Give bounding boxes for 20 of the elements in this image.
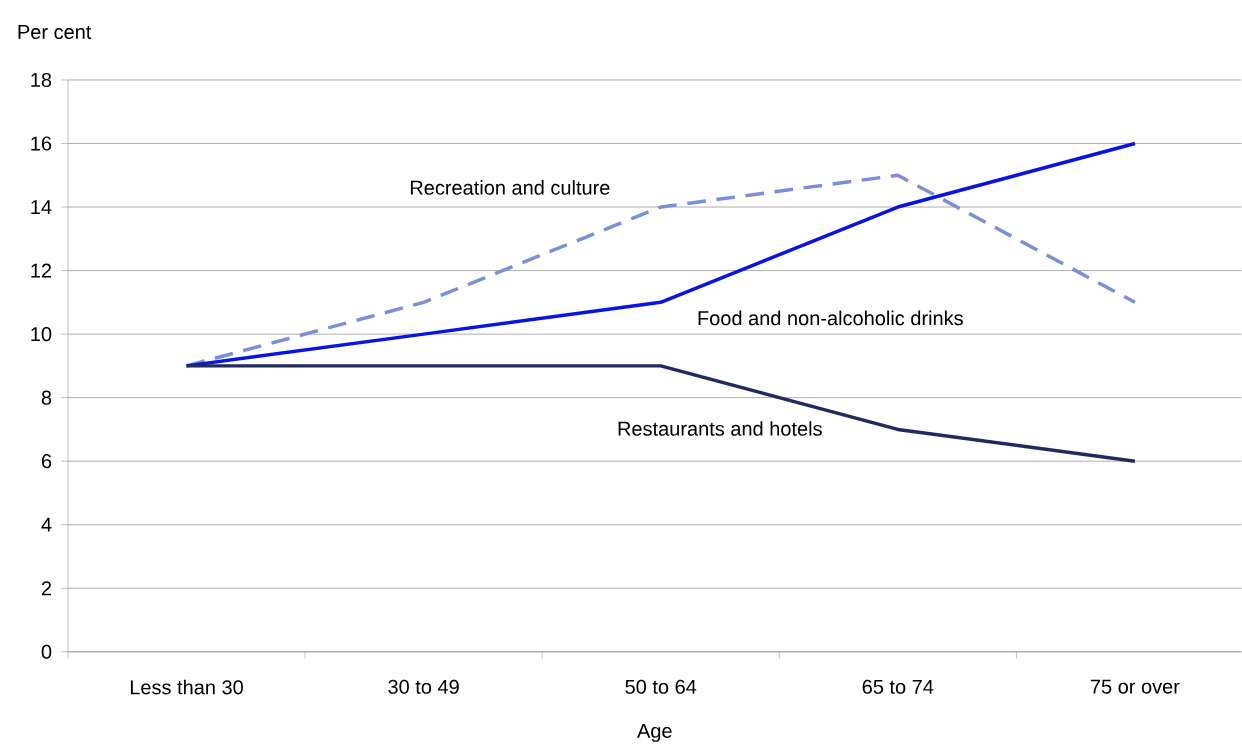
- y-tick-label: 8: [41, 390, 52, 405]
- y-tick-label: 18: [31, 73, 52, 88]
- x-axis-title: Age: [637, 724, 672, 743]
- x-tick-label: 30 to 49: [388, 679, 459, 695]
- x-tick-label: 65 to 74: [862, 679, 934, 695]
- y-tick-label: 4: [41, 518, 52, 532]
- y-axis-title: Per cent: [18, 25, 92, 40]
- x-tick-label: Less than 30: [130, 679, 243, 695]
- y-tick-label: 0: [41, 644, 52, 660]
- series-label: Restaurants and hotels: [618, 421, 822, 437]
- y-tick-label: 6: [41, 454, 52, 469]
- series-label: Food and non-alcoholic drinks: [698, 310, 963, 326]
- y-tick-label: 2: [41, 581, 52, 596]
- y-tick-label: 16: [31, 136, 52, 151]
- x-tick-label: 75 or over: [1090, 679, 1180, 694]
- y-tick-label: 10: [31, 327, 52, 342]
- y-tick-label: 14: [31, 200, 52, 215]
- series-label: Recreation and culture: [410, 180, 610, 195]
- x-tick-label: 50 to 64: [625, 679, 697, 695]
- y-tick-label: 12: [31, 263, 52, 278]
